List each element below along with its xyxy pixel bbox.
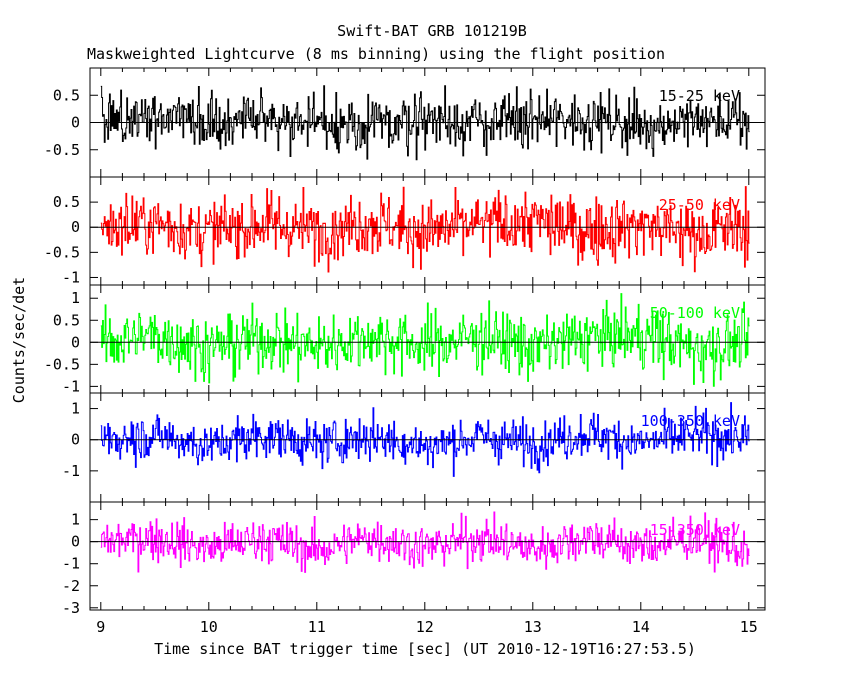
y-tick-label: -0.5 <box>44 243 80 261</box>
series-line <box>100 293 750 387</box>
y-tick-label: -2 <box>62 577 80 595</box>
y-tick-label: 0.5 <box>53 193 80 211</box>
series-line <box>100 402 750 477</box>
panel-1: 0.5 0 -0.5 15-25 keV <box>44 67 766 178</box>
x-tick-label: 14 <box>632 618 650 636</box>
x-tick-label: 13 <box>524 618 542 636</box>
panel-2: 0.5 0 -0.5 -1 25-50 keV <box>44 176 766 286</box>
panel-frame <box>89 501 766 611</box>
y-tick-label: -1 <box>62 462 80 480</box>
y-tick-label: -1 <box>62 268 80 286</box>
x-tick-label: 9 <box>96 618 105 636</box>
y-tick-label: -1 <box>62 555 80 573</box>
x-axis: 9 10 11 12 13 14 15 <box>96 618 758 636</box>
panel-3: 1 0.5 0 -0.5 -1 50-100 keV <box>44 284 766 395</box>
chart-title: Swift-BAT GRB 101219B <box>337 22 527 40</box>
x-axis-label: Time since BAT trigger time [sec] (UT 20… <box>154 640 696 658</box>
y-tick-label: 0.5 <box>53 86 80 104</box>
y-tick-label: 1 <box>71 511 80 529</box>
y-tick-label: 1 <box>71 289 80 307</box>
panel-4: 1 0 -1 100-350 keV <box>62 392 766 503</box>
x-tick-label: 10 <box>200 618 218 636</box>
series-line <box>100 85 750 161</box>
plot-area: 0.5 0 -0.5 15-25 keV 0.5 0 -0.5 -1 25-50 keV 1 0.5… <box>44 67 766 636</box>
band-label: 100-350 keV <box>641 412 740 430</box>
band-label: 50-100 keV <box>650 304 740 322</box>
series-line <box>100 511 750 573</box>
panel-5: 1 0 -1 -2 -3 15-350 keV <box>62 501 766 617</box>
x-tick-label: 15 <box>740 618 758 636</box>
x-tick-label: 11 <box>308 618 326 636</box>
y-tick-label: -1 <box>62 377 80 395</box>
y-tick-label: 0 <box>71 431 80 449</box>
band-label: 15-350 keV <box>650 521 740 539</box>
y-tick-label: 0 <box>71 218 80 236</box>
y-tick-label: -0.5 <box>44 141 80 159</box>
y-tick-label: -0.5 <box>44 355 80 373</box>
series-line <box>100 186 750 273</box>
y-axis-label: Counts/sec/det <box>10 277 28 403</box>
x-tick-label: 12 <box>416 618 434 636</box>
band-label: 25-50 keV <box>659 196 740 214</box>
y-tick-label: -3 <box>62 599 80 617</box>
y-tick-label: 0 <box>71 533 80 551</box>
chart-subtitle: Maskweighted Lightcurve (8 ms binning) u… <box>87 45 665 63</box>
y-tick-label: 0.5 <box>53 311 80 329</box>
y-tick-label: 0 <box>71 333 80 351</box>
band-label: 15-25 keV <box>659 87 740 105</box>
y-tick-label: 0 <box>71 114 80 132</box>
y-tick-label: 1 <box>71 400 80 418</box>
